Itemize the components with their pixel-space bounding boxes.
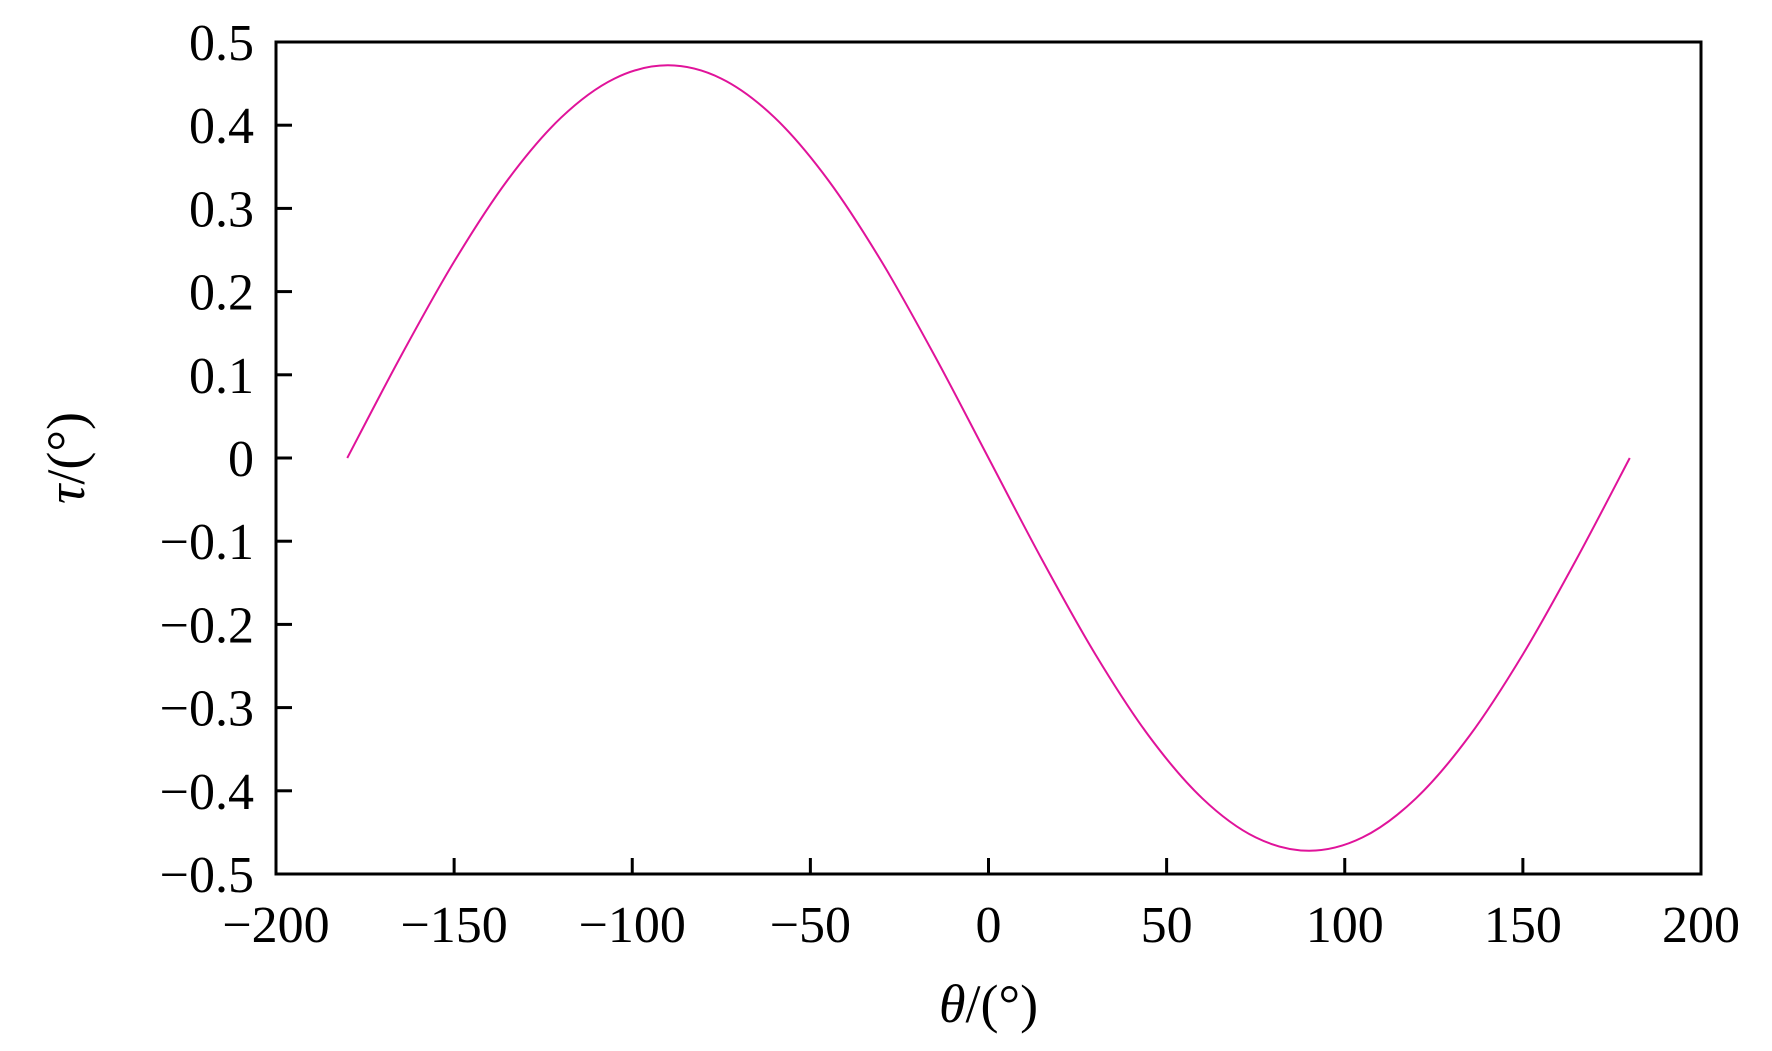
x-tick-label: −50 [770,897,851,954]
x-tick-label: 150 [1484,897,1562,954]
series-layer [346,64,1631,852]
series-line [346,64,1631,852]
y-tick-label: 0.4 [189,98,254,155]
y-axis-symbol: τ [36,483,96,504]
y-tick-label: −0.5 [160,847,254,904]
y-tick-label: 0.3 [189,181,254,238]
y-axis-unit: /(°) [36,412,96,485]
y-axis: 0.5 0.4 0.3 0.2 0.1 0 −0.1 −0.2 −0.3 −0.4 −0.5 [160,15,292,904]
y-tick-label: 0.5 [189,15,254,72]
y-tick-label: 0.1 [189,348,254,405]
x-tick-label: 0 [976,897,1002,954]
y-tick-label: −0.3 [160,681,254,738]
x-tick-label: −200 [222,897,329,954]
y-tick-label: 0.2 [189,265,254,322]
x-axis-symbol: θ [939,974,966,1034]
x-axis: −200 −150 −100 −50 0 50 100 150 200 [222,858,1740,954]
x-tick-label: −100 [579,897,686,954]
x-axis-label: θ/(°) [939,974,1038,1034]
x-tick-label: 50 [1141,897,1193,954]
x-tick-label: 200 [1662,897,1740,954]
y-tick-label: −0.2 [160,597,254,654]
y-tick-label: −0.4 [160,764,254,821]
x-axis-unit: /(°) [965,974,1038,1034]
y-axis-label: τ/(°) [36,412,96,504]
x-tick-label: −150 [400,897,507,954]
y-tick-label: −0.1 [160,514,254,571]
y-tick-label: 0 [228,431,254,488]
x-tick-label: 100 [1306,897,1384,954]
